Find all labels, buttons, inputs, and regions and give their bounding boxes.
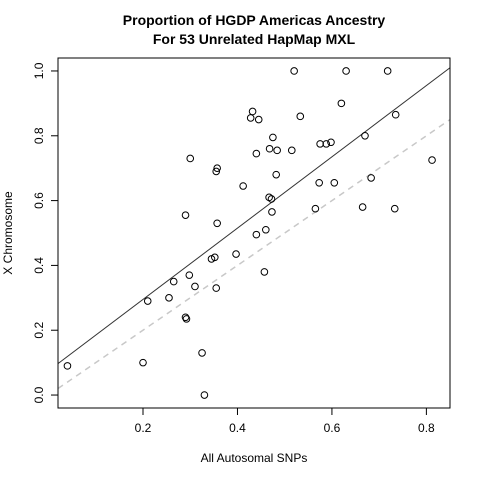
data-point: [316, 140, 324, 148]
data-point: [265, 193, 273, 202]
data-point: [311, 204, 320, 213]
data-point: [246, 114, 255, 122]
data-point: [248, 107, 257, 116]
x-axis-label: All Autosomal SNPs: [201, 451, 308, 465]
chart-title-line-2: For 53 Unrelated HapMap MXL: [153, 31, 356, 47]
data-point: [232, 250, 240, 258]
chart-title-line-1: Proportion of HGDP Americas Ancestry: [123, 12, 386, 28]
data-point: [213, 164, 221, 172]
data-point: [262, 225, 270, 234]
regression-line: [58, 67, 450, 365]
data-point: [391, 110, 400, 119]
y-axis: 0.0 0.2 0.4 0.6 0.8 1.0: [32, 62, 59, 403]
data-point: [185, 271, 194, 279]
y-tick-label: 0.0: [32, 386, 46, 403]
data-point: [269, 133, 277, 142]
x-tick-label: 0.8: [418, 421, 435, 435]
data-point: [182, 315, 191, 323]
data-point: [191, 282, 199, 291]
y-tick-label: 0.6: [32, 192, 46, 209]
x-tick-label: 0.4: [229, 421, 246, 435]
data-point: [198, 349, 206, 357]
data-point: [252, 230, 261, 239]
data-point: [181, 313, 190, 322]
data-point: [252, 149, 261, 158]
y-tick-label: 1.0: [32, 62, 46, 79]
data-point: [428, 156, 436, 164]
y-tick-label: 0.8: [32, 127, 46, 144]
y-axis-label: X Chromosome: [1, 191, 15, 275]
data-point: [327, 138, 335, 147]
data-point: [330, 178, 339, 187]
data-point: [390, 204, 399, 213]
data-point: [273, 146, 281, 155]
reference-lines: [58, 67, 450, 390]
x-tick-label: 0.6: [324, 421, 341, 435]
data-point: [139, 358, 147, 367]
data-point: [212, 284, 221, 292]
data-point: [322, 140, 331, 148]
data-point: [239, 182, 247, 190]
data-point: [290, 67, 298, 75]
x-axis: 0.2 0.4 0.6 0.8: [135, 407, 435, 435]
data-point: [358, 203, 367, 211]
data-point: [361, 131, 369, 140]
data-point: [267, 195, 276, 203]
data-point: [268, 208, 276, 216]
data-point: [213, 219, 221, 228]
data-point: [211, 253, 219, 262]
data-point: [169, 277, 178, 286]
identity-line: [58, 118, 450, 390]
data-point: [315, 178, 323, 187]
data-point: [287, 146, 296, 155]
data-point: [342, 67, 350, 75]
data-points: [63, 67, 436, 399]
data-point: [337, 99, 346, 108]
data-point: [181, 211, 190, 219]
data-point: [165, 294, 173, 302]
data-point: [186, 154, 195, 163]
data-point: [200, 391, 209, 399]
data-point: [265, 144, 274, 153]
data-point: [63, 362, 72, 370]
data-point: [272, 170, 280, 179]
data-point: [212, 167, 221, 176]
data-point: [296, 112, 305, 121]
x-tick-label: 0.2: [135, 421, 152, 435]
data-point: [254, 115, 263, 124]
y-tick-label: 0.2: [32, 322, 46, 339]
data-point: [260, 268, 269, 276]
y-tick-label: 0.4: [32, 257, 46, 274]
data-point: [143, 297, 152, 305]
data-point: [383, 67, 392, 75]
data-point: [367, 174, 375, 182]
